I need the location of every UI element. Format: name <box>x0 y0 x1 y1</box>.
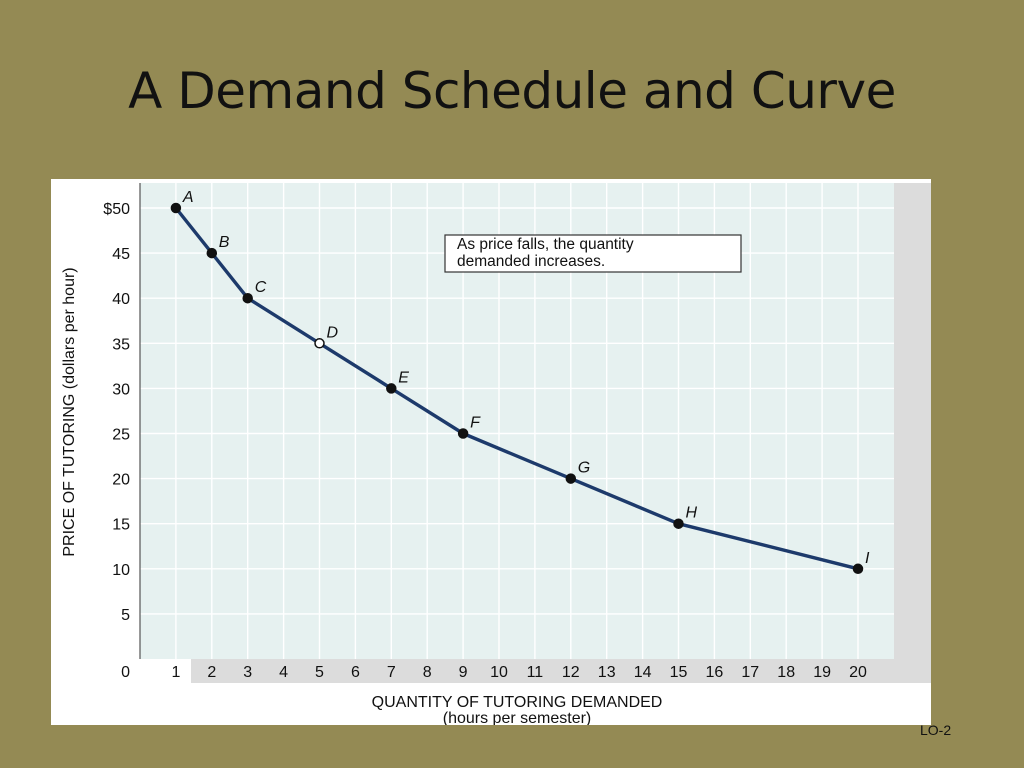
point-label-h: H <box>686 505 698 522</box>
x-tick-label: 12 <box>562 664 580 681</box>
x-tick-strip <box>191 659 894 683</box>
slide-footer: LO-2 <box>920 722 952 738</box>
x-tick-label: 4 <box>279 664 288 681</box>
x-tick-label: 5 <box>315 664 324 681</box>
x-tick-label: 18 <box>777 664 795 681</box>
y-axis-label: PRICE OF TUTORING (dollars per hour) <box>61 267 78 556</box>
y-tick-label: 25 <box>112 427 130 444</box>
data-point-b <box>206 247 218 259</box>
point-label-d: D <box>327 324 339 341</box>
data-points: A B C D E F G H I <box>170 189 870 575</box>
x-tick-label: 7 <box>387 664 396 681</box>
point-label-c: C <box>255 279 267 296</box>
x-tick-label: 13 <box>598 664 616 681</box>
slide-title: A Demand Schedule and Curve <box>128 62 896 120</box>
x-tick-label: 16 <box>706 664 724 681</box>
x-tick-label: 6 <box>351 664 360 681</box>
y-tick-label: 20 <box>112 472 130 489</box>
x-tick-label: 9 <box>459 664 468 681</box>
point-label-b: B <box>219 234 230 251</box>
x-tick-label: 19 <box>813 664 831 681</box>
y-tick-label: 40 <box>112 291 130 308</box>
plot-side-strip <box>894 183 931 683</box>
annotation-line-2: demanded increases. <box>457 253 605 270</box>
data-point-g <box>565 473 577 484</box>
x-tick-label: 17 <box>741 664 759 681</box>
x-tick-label: 2 <box>207 664 216 681</box>
x-tick-labels: 1 2 3 4 5 6 7 8 9 10 11 12 13 14 15 16 17 18 19 20 <box>171 664 867 681</box>
y-tick-label: 10 <box>112 562 130 579</box>
annotation-line-1: As price falls, the quantity <box>457 236 634 253</box>
x-tick-label: 20 <box>849 664 867 681</box>
point-label-g: G <box>578 460 590 477</box>
data-point-d <box>314 338 325 349</box>
data-point-a <box>170 202 182 214</box>
point-label-e: E <box>398 369 409 386</box>
y-tick-label: 45 <box>112 246 130 263</box>
data-point-i <box>852 563 864 575</box>
y-tick-label: $50 <box>103 201 130 218</box>
x-axis-label: QUANTITY OF TUTORING DEMANDED <box>372 694 663 711</box>
x-tick-label: 3 <box>243 664 252 681</box>
y-tick-labels: 0 5 10 15 20 25 30 35 40 45 $50 <box>103 201 130 681</box>
x-tick-label: 14 <box>634 664 652 681</box>
data-point-h <box>673 518 684 529</box>
point-label-a: A <box>182 189 194 206</box>
x-axis-sublabel: (hours per semester) <box>443 710 592 725</box>
x-tick-label: 1 <box>171 664 180 681</box>
x-tick-label: 15 <box>670 664 688 681</box>
y-tick-label: 15 <box>112 517 130 534</box>
x-tick-label: 11 <box>527 664 544 681</box>
data-point-e <box>386 383 397 394</box>
y-tick-label: 5 <box>121 607 130 624</box>
data-point-c <box>242 292 253 304</box>
y-tick-label: 0 <box>121 664 130 681</box>
grid-lines <box>140 183 894 659</box>
annotation-box: As price falls, the quantity demanded in… <box>444 234 742 273</box>
point-label-i: I <box>865 550 870 567</box>
x-tick-label: 8 <box>423 664 432 681</box>
x-tick-label: 10 <box>490 664 508 681</box>
y-tick-label: 30 <box>112 381 130 398</box>
data-point-f <box>457 428 469 439</box>
point-label-f: F <box>470 415 481 432</box>
y-tick-label: 35 <box>112 336 130 353</box>
chart-panel: 0 5 10 15 20 25 30 35 40 45 $50 1 2 3 4 5 6 7 8 9 10 11 12 13 1… <box>51 179 931 727</box>
